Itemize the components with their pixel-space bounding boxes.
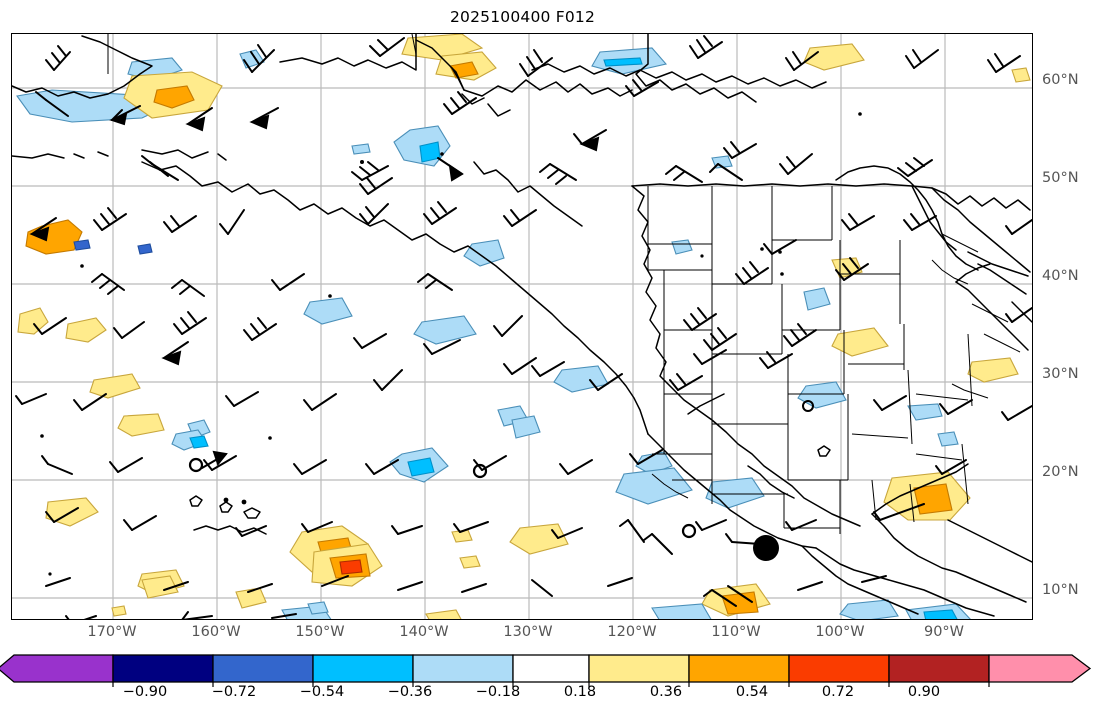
cb-band-0[interactable] [0, 654, 114, 683]
cb-tick-label-2: −0.54 [299, 684, 345, 700]
calm-marker-filled [753, 535, 779, 561]
cb-tick-label-7: 0.54 [735, 684, 769, 700]
cb-band-3[interactable] [312, 654, 414, 683]
ytick-label-40n: 40°N [1042, 268, 1079, 284]
map-svg [12, 34, 1032, 619]
cb-band-8[interactable] [788, 654, 890, 683]
cb-band-2[interactable] [212, 654, 314, 683]
xtick-label-120w: 120°W [607, 624, 657, 640]
cb-band-7[interactable] [688, 654, 790, 683]
xtick-label-170w: 170°W [87, 624, 137, 640]
cb-tick-label-4: −0.18 [475, 684, 521, 700]
map-plot-area[interactable] [11, 33, 1033, 620]
ytick-label-20n: 20°N [1042, 464, 1079, 480]
wind-barbs [15, 35, 1032, 619]
cb-tick-label-9: 0.90 [907, 684, 941, 700]
colorbar[interactable] [0, 645, 1105, 712]
ytick-label-50n: 50°N [1042, 170, 1079, 186]
xtick-label-100w: 100°W [815, 624, 865, 640]
xtick-label-140w: 140°W [399, 624, 449, 640]
ytick-label-10n: 10°N [1042, 582, 1079, 598]
xtick-label-110w: 110°W [711, 624, 761, 640]
state-borders [107, 34, 1021, 534]
cb-tick-label-3: −0.36 [387, 684, 433, 700]
cb-band-10[interactable] [988, 654, 1092, 683]
colorbar-ticks [112, 682, 990, 687]
gridlines [12, 34, 1032, 619]
calm-marker-open [681, 523, 697, 539]
page-title: 2025100400 F012 [449, 8, 596, 26]
cb-band-5[interactable] [512, 654, 590, 683]
calm-wind-markers [188, 400, 814, 561]
xtick-label-130w: 130°W [503, 624, 553, 640]
cb-band-4[interactable] [412, 654, 514, 683]
contour-shaded-regions [16, 34, 1031, 619]
cb-tick-label-8: 0.72 [821, 684, 855, 700]
xtick-label-90w: 90°W [923, 624, 965, 640]
ytick-label-30n: 30°N [1042, 366, 1079, 382]
cb-band-6[interactable] [588, 654, 690, 683]
calm-marker-open [188, 457, 204, 473]
ytick-label-60n: 60°N [1042, 72, 1079, 88]
colorbar-svg [0, 654, 1092, 687]
xtick-label-160w: 160°W [191, 624, 241, 640]
calm-marker-open [472, 463, 488, 479]
cb-band-1[interactable] [112, 654, 214, 683]
xtick-label-150w: 150°W [295, 624, 345, 640]
cb-tick-label-5: 0.18 [563, 684, 597, 700]
calm-marker-open [802, 400, 814, 412]
coastlines [12, 34, 1032, 617]
cb-tick-label-0: −0.90 [122, 684, 168, 700]
cb-tick-label-6: 0.36 [649, 684, 683, 700]
small-station-dots [40, 112, 862, 576]
cb-tick-label-1: −0.72 [211, 684, 257, 700]
colorbar-bands [0, 654, 1092, 683]
cb-band-9[interactable] [888, 654, 990, 683]
